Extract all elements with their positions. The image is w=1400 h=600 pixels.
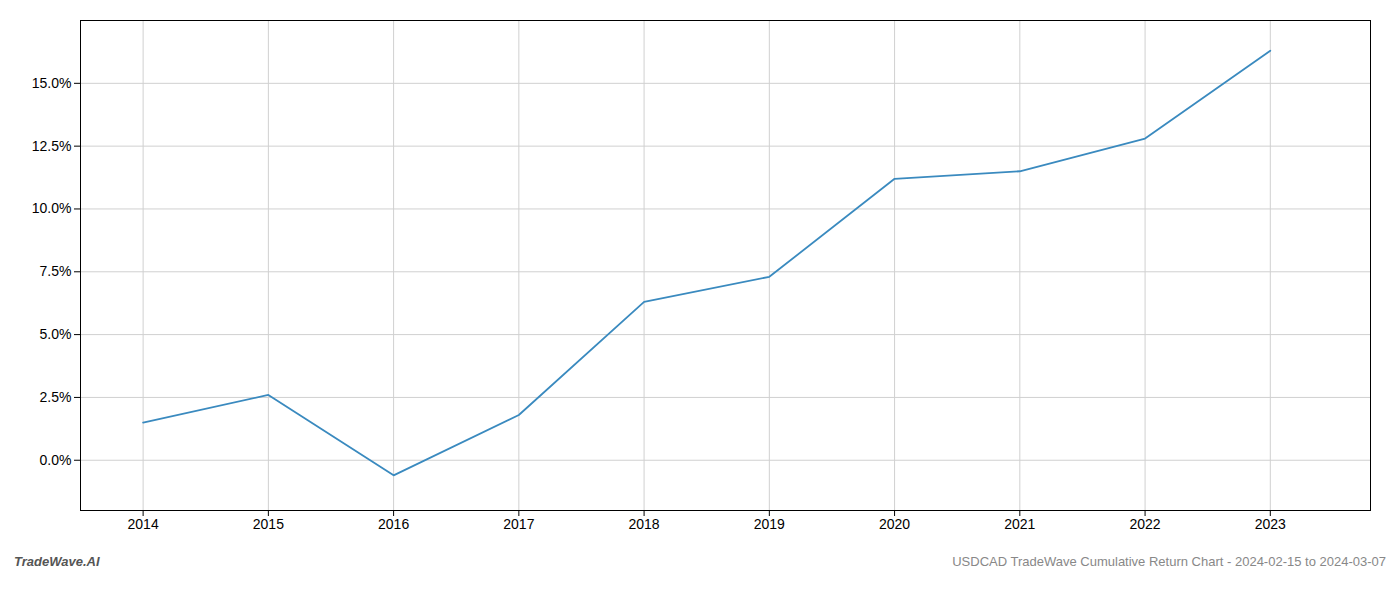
- svg-text:2015: 2015: [253, 516, 284, 532]
- svg-text:5.0%: 5.0%: [40, 326, 72, 342]
- svg-text:2023: 2023: [1255, 516, 1286, 532]
- svg-text:2017: 2017: [503, 516, 534, 532]
- svg-text:2021: 2021: [1004, 516, 1035, 532]
- html-text:TradeWave.AI: TradeWave.AI: [14, 554, 100, 569]
- svg-text:12.5%: 12.5%: [32, 138, 72, 154]
- svg-text:2016: 2016: [378, 516, 409, 532]
- svg-text:0.0%: 0.0%: [40, 452, 72, 468]
- svg-text:10.0%: 10.0%: [32, 200, 72, 216]
- svg-text:2014: 2014: [128, 516, 159, 532]
- html-text:USDCAD TradeWave Cumulative Re: USDCAD TradeWave Cumulative Return Chart…: [952, 554, 1386, 569]
- svg-text:2.5%: 2.5%: [40, 389, 72, 405]
- svg-text:7.5%: 7.5%: [40, 263, 72, 279]
- svg-text:15.0%: 15.0%: [32, 75, 72, 91]
- svg-text:2019: 2019: [754, 516, 785, 532]
- svg-text:2022: 2022: [1129, 516, 1160, 532]
- svg-text:2018: 2018: [629, 516, 660, 532]
- svg-text:2020: 2020: [879, 516, 910, 532]
